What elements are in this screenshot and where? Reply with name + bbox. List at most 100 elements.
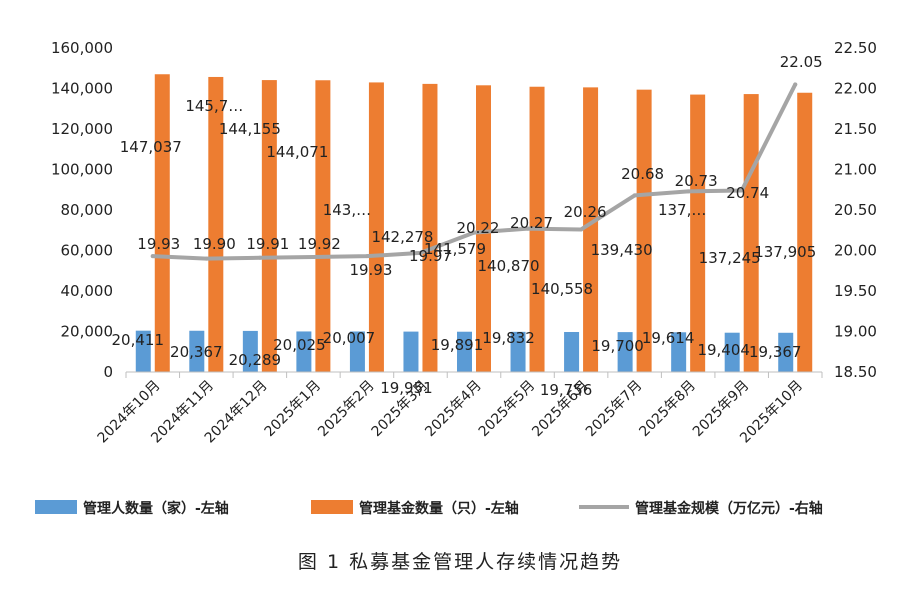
y-right-tick-label: 20.00 [834, 242, 877, 260]
legend-label: 管理人数量（家）-左轴 [83, 500, 229, 517]
bar-managers [671, 332, 687, 372]
y-right-tick-label: 21.00 [834, 161, 877, 179]
legend-label: 管理基金规模（万亿元）-右轴 [635, 500, 823, 517]
bar-managers [510, 331, 526, 372]
data-label-scale: 19.97 [409, 247, 452, 265]
x-tick-label: 2025年8月 [636, 378, 699, 441]
bar-funds [476, 85, 491, 373]
data-label-funds: 137,245 [699, 249, 761, 267]
data-label-managers: 20,367 [170, 343, 223, 361]
data-label-funds: 144,071 [266, 143, 328, 161]
data-label-funds: 144,155 [219, 120, 281, 138]
data-label-scale: 20.27 [510, 214, 553, 232]
line-point [525, 226, 530, 231]
data-label-managers: 19,614 [642, 329, 695, 347]
bar-funds [208, 76, 224, 373]
line-point [204, 256, 209, 261]
y-left-tick-label: 160,000 [51, 39, 113, 57]
y-left-tick-label: 60,000 [61, 242, 114, 260]
legend-label: 管理基金数量（只）-左轴 [359, 500, 519, 517]
bar-managers [242, 330, 258, 372]
data-label-managers: 20,025 [273, 336, 326, 354]
data-label-managers: 19,891 [431, 336, 484, 354]
bar-managers [724, 332, 740, 372]
data-label-managers: 19,832 [482, 329, 535, 347]
data-label-funds: 143,… [323, 201, 371, 219]
bar-funds [636, 89, 652, 373]
y-left-tick-label: 120,000 [51, 120, 113, 138]
data-label-scale: 19.91 [246, 235, 289, 253]
data-label-funds: 139,430 [591, 241, 653, 259]
line-point [311, 254, 316, 259]
x-tick-label: 2025年5月 [476, 378, 539, 441]
bar-managers [189, 330, 205, 372]
bar-managers [617, 332, 633, 372]
y-right-tick-label: 20.50 [834, 201, 877, 219]
data-label-funds: 140,558 [531, 280, 593, 298]
line-point [632, 193, 637, 198]
data-label-funds: 142,278 [371, 228, 433, 246]
data-label-managers: 20,411 [112, 331, 165, 349]
data-label-scale: 19.93 [349, 261, 392, 279]
data-label-managers: 19,951 [380, 379, 433, 397]
y-right-tick-label: 19.50 [834, 282, 877, 300]
data-label-managers: 19,367 [749, 343, 802, 361]
legend: 管理人数量（家）-左轴 管理基金数量（只）-左轴 管理基金规模（万亿元）-右轴 [35, 500, 823, 517]
data-label-funds: 147,037 [120, 138, 182, 156]
data-label-funds: 140,870 [478, 257, 540, 275]
y-left-tick-label: 40,000 [61, 282, 114, 300]
bar-funds [422, 83, 438, 372]
bar-funds [690, 94, 706, 372]
data-label-funds: 137,… [658, 201, 706, 219]
line-point [686, 189, 691, 194]
legend-swatch [35, 500, 77, 514]
bar-managers [349, 331, 365, 372]
bar-managers [296, 331, 312, 372]
y-right-tick-label: 19.00 [834, 323, 877, 341]
bar-funds [154, 74, 170, 373]
line-point [150, 254, 155, 259]
data-label-scale: 19.90 [193, 235, 236, 253]
data-label-scale: 19.92 [298, 235, 341, 253]
bar-managers [135, 330, 151, 372]
data-label-scale: 20.73 [675, 172, 718, 190]
data-label-managers: 20,289 [229, 351, 282, 369]
data-label-scale: 20.26 [564, 203, 607, 221]
line-point [364, 254, 369, 259]
bar-managers [403, 331, 419, 372]
data-label-funds: 141,579 [424, 240, 486, 258]
data-label-scale: 19.93 [137, 235, 180, 253]
line-point [418, 250, 423, 255]
y-left-tick-label: 20,000 [61, 323, 114, 341]
data-label-scale: 20.22 [457, 219, 500, 237]
legend-swatch [311, 500, 353, 514]
y-left-tick-label: 0 [103, 363, 113, 381]
y-left-tick-label: 140,000 [51, 80, 113, 98]
data-label-scale: 22.05 [780, 53, 823, 71]
bar-funds [743, 94, 759, 373]
bars-layer [135, 74, 813, 373]
y-right-tick-label: 18.50 [834, 363, 877, 381]
data-label-scale: 20.68 [621, 165, 664, 183]
line-point [579, 227, 584, 232]
data-label-managers: 20,007 [323, 329, 376, 347]
chart-caption: 图 1 私募基金管理人存续情况趋势 [298, 551, 622, 573]
data-label-funds: 145,7… [185, 97, 243, 115]
x-tick-label: 2025年1月 [262, 378, 325, 441]
data-label-managers: 19,404 [697, 341, 750, 359]
line-layer [150, 82, 798, 261]
line-point [793, 82, 798, 87]
y-right-tick-label: 22.50 [834, 39, 877, 57]
bar-funds [368, 82, 384, 373]
line-point [472, 230, 476, 235]
y-right-tick-label: 22.00 [834, 80, 877, 98]
bar-funds [797, 92, 813, 373]
line-point [739, 188, 744, 193]
y-left-tick-label: 100,000 [51, 161, 113, 179]
y-right-tick-label: 21.50 [834, 120, 877, 138]
bar-managers [457, 331, 472, 372]
bar-funds [261, 80, 277, 373]
